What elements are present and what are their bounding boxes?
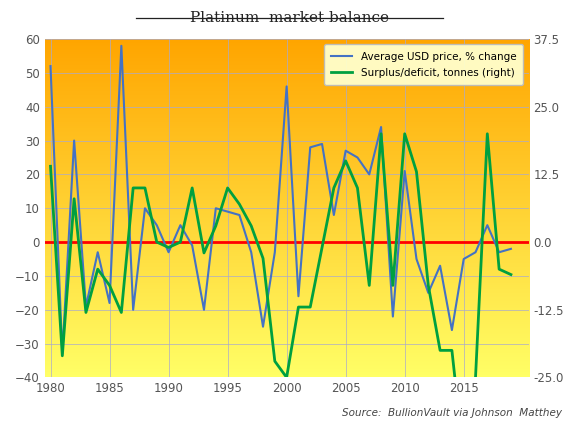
Legend: Average USD price, % change, Surplus/deficit, tonnes (right): Average USD price, % change, Surplus/def… (324, 44, 523, 85)
Text: Platinum  market balance: Platinum market balance (190, 11, 389, 25)
Text: Source:  BullionVault via Johnson  Matthey: Source: BullionVault via Johnson Matthey (342, 408, 562, 418)
